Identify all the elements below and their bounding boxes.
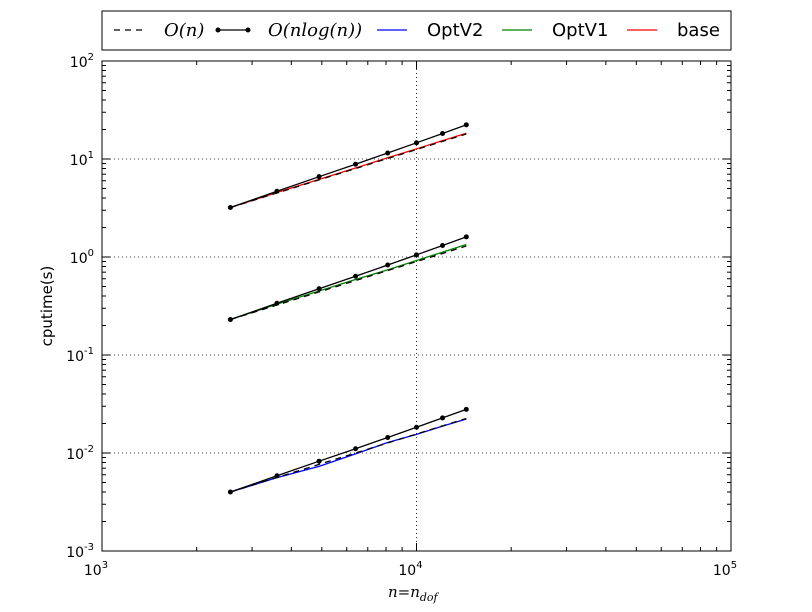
- legend-label-4: OptV1: [552, 20, 608, 41]
- series-line-o-n-base: [230, 133, 467, 209]
- legend-marker: [245, 27, 251, 33]
- legend-label-3: OptV2: [427, 20, 483, 41]
- legend-label-1: O(n): [164, 20, 204, 41]
- legend-marker: [215, 27, 221, 33]
- data-point-o-nlog-n-optv1: [227, 317, 233, 323]
- series-line-o-nlog-n-optv1: [230, 236, 467, 321]
- data-point-o-nlog-n-optv1: [274, 300, 280, 306]
- y-tick-label: 10-2: [66, 444, 94, 463]
- svg-text:n=ndof: n=ndof: [388, 583, 440, 604]
- x-axis-label: n=ndof: [388, 583, 440, 604]
- x-axis-label-sub: dof: [420, 591, 440, 604]
- series-line-optv1: [230, 243, 467, 321]
- y-tick-label: 101: [70, 150, 94, 169]
- series-line-o-nlog-n-optv2: [230, 408, 467, 493]
- data-point-o-nlog-n-base: [316, 174, 322, 180]
- y-tick-label: 10-1: [66, 346, 94, 365]
- x-tick-label: 104: [398, 560, 422, 579]
- data-point-o-nlog-n-base: [353, 161, 359, 167]
- data-point-o-nlog-n-optv2: [385, 434, 391, 440]
- data-point-o-nlog-n-optv1: [463, 234, 469, 240]
- y-tick-label: 10-3: [66, 542, 94, 561]
- y-tick-label: 102: [70, 52, 94, 71]
- data-point-o-nlog-n-base: [227, 204, 233, 210]
- x-axis-label-main: n=n: [388, 583, 420, 601]
- data-point-o-nlog-n-base: [440, 130, 446, 136]
- legend: O(n) O(nlog(n)) OptV2 OptV1 base: [101, 10, 732, 51]
- data-point-o-nlog-n-optv1: [414, 252, 419, 258]
- data-point-o-nlog-n-optv2: [316, 458, 322, 464]
- data-point-o-nlog-n-optv1: [353, 273, 359, 279]
- x-tick-label: 105: [713, 560, 737, 579]
- data-point-o-nlog-n-optv1: [440, 243, 446, 249]
- tick-layer: 103 104 105 10-3 10-2 10-1 100 101 102: [66, 52, 737, 579]
- data-point-o-nlog-n-optv2: [353, 446, 359, 452]
- legend-label-2: O(nlog(n)): [268, 20, 362, 41]
- y-axis-label: cputime(s): [38, 266, 56, 347]
- data-point-o-nlog-n-base: [274, 188, 280, 194]
- data-point-o-nlog-n-optv1: [385, 262, 391, 268]
- series-layer: [227, 122, 469, 495]
- data-point-o-nlog-n-optv2: [414, 424, 419, 430]
- data-point-o-nlog-n-optv2: [463, 406, 469, 412]
- y-tick-label: 100: [70, 248, 94, 267]
- data-point-o-nlog-n-base: [463, 122, 469, 128]
- data-point-o-nlog-n-optv2: [440, 415, 446, 421]
- grid-layer: [102, 61, 731, 551]
- data-point-o-nlog-n-base: [414, 140, 419, 146]
- series-line-o-n-optv2: [230, 417, 467, 493]
- data-point-o-nlog-n-optv2: [227, 489, 233, 495]
- legend-box: [101, 10, 732, 51]
- data-point-o-nlog-n-optv2: [274, 473, 280, 479]
- data-point-o-nlog-n-optv1: [316, 286, 322, 292]
- series-line-o-nlog-n-base: [230, 124, 467, 209]
- series-line-o-n-optv1: [230, 245, 467, 321]
- legend-label-5: base: [677, 20, 720, 41]
- data-point-o-nlog-n-base: [385, 150, 391, 156]
- x-tick-label: 103: [84, 560, 108, 579]
